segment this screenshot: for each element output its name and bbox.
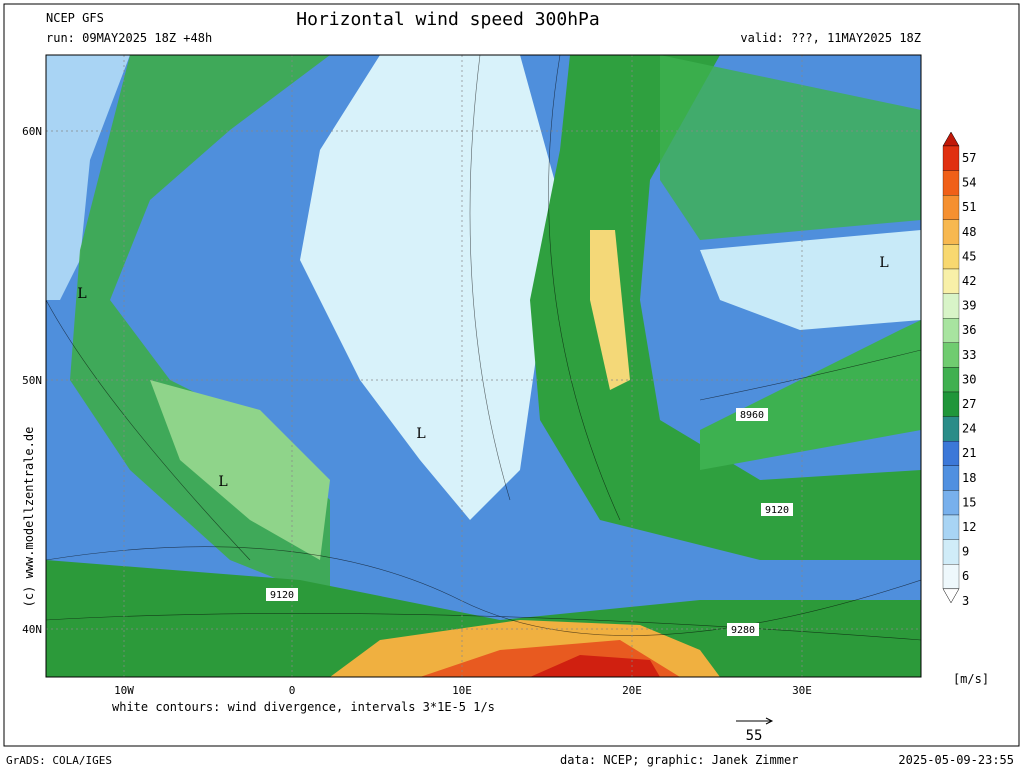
colorbar-swatch — [942, 416, 960, 442]
model: NCEP GFS — [46, 11, 104, 25]
lon-label: 30E — [792, 684, 812, 697]
colorbar-unit: [m/s] — [953, 672, 989, 686]
colorbar-swatch — [942, 195, 960, 220]
colorbar-cap — [942, 131, 960, 147]
colorbar-label: 15 — [962, 495, 976, 509]
low: L — [77, 286, 86, 302]
colorbar-label: 33 — [962, 348, 976, 362]
colorbar-swatch — [942, 539, 960, 565]
colorbar-label: 24 — [962, 422, 976, 436]
colorbar-label: 27 — [962, 397, 976, 411]
contour-label: 9280 — [731, 625, 755, 636]
lon-label: 20E — [622, 684, 642, 697]
colorbar-swatch — [942, 367, 960, 393]
lat-label: 50N — [22, 374, 42, 387]
software: GrADS: COLA/IGES — [6, 754, 112, 767]
lon-label: 10W — [114, 684, 134, 697]
contour-label: 9120 — [765, 505, 789, 516]
colorbar-label: 48 — [962, 225, 976, 239]
colorbar-cap — [942, 588, 960, 604]
colorbar-swatch — [942, 564, 960, 589]
colorbar-swatch — [942, 268, 960, 294]
colorbar-swatch — [942, 514, 960, 540]
scale-arrow-head — [765, 717, 774, 725]
low: L — [218, 474, 227, 490]
lon-label: 0 — [289, 684, 296, 697]
colorbar-label: 51 — [962, 200, 976, 214]
colorbar-label: 45 — [962, 249, 976, 263]
colorbar-swatch — [942, 145, 960, 171]
lon-label: 10E — [452, 684, 472, 697]
map-border — [45, 54, 922, 678]
run: run: 09MAY2025 18Z +48h — [46, 31, 212, 45]
colorbar-label: 54 — [962, 176, 976, 190]
lat-label: 40N — [22, 623, 42, 636]
colorbar-label: 39 — [962, 299, 976, 313]
lat-label: 60N — [22, 125, 42, 138]
colorbar-swatch — [942, 244, 960, 270]
colorbar: 57 54 51 48 45 42 39 36 33 30 27 24 21 18 15 12 9 6 3 — [942, 131, 976, 608]
contour-label: 8960 — [740, 410, 764, 421]
map — [46, 55, 921, 677]
low: L — [879, 255, 888, 271]
low: L — [416, 426, 425, 442]
colorbar-label: 30 — [962, 372, 976, 386]
note: white contours: wind divergence, interva… — [112, 700, 495, 714]
colorbar-swatch — [942, 170, 960, 196]
colorbar-swatch — [942, 441, 960, 466]
source: data: NCEP; graphic: Janek Zimmer — [560, 753, 798, 767]
colorbar-swatch — [942, 318, 960, 343]
colorbar-label: 57 — [962, 151, 976, 165]
colorbar-label: 12 — [962, 520, 976, 534]
colorbar-label: 9 — [962, 545, 969, 559]
timestamp: 2025-05-09-23:55 — [898, 753, 1014, 767]
credit: (c) www.modellzentrale.de — [22, 427, 36, 608]
colorbar-label: 36 — [962, 323, 976, 337]
contour-label: 9120 — [270, 590, 294, 601]
colorbar-swatch — [942, 490, 960, 516]
scale-value: 55 — [746, 728, 763, 744]
lat-labels: 60N 50N 40N — [22, 125, 42, 636]
lon-labels: 10W 0 10E 20E 30E — [114, 684, 812, 697]
colorbar-label: 42 — [962, 274, 976, 288]
title: Horizontal wind speed 300hPa — [296, 9, 599, 30]
colorbar-label: 18 — [962, 471, 976, 485]
colorbar-label: 6 — [962, 569, 969, 583]
colorbar-swatch — [942, 391, 960, 417]
colorbar-swatch — [942, 293, 960, 319]
valid: valid: ???, 11MAY2025 18Z — [740, 31, 921, 45]
colorbar-swatch — [942, 465, 960, 491]
frame — [3, 3, 1020, 747]
colorbar-swatch — [942, 219, 960, 245]
colorbar-label: 21 — [962, 446, 976, 460]
colorbar-label: 3 — [962, 594, 969, 608]
colorbar-swatch — [942, 342, 960, 368]
